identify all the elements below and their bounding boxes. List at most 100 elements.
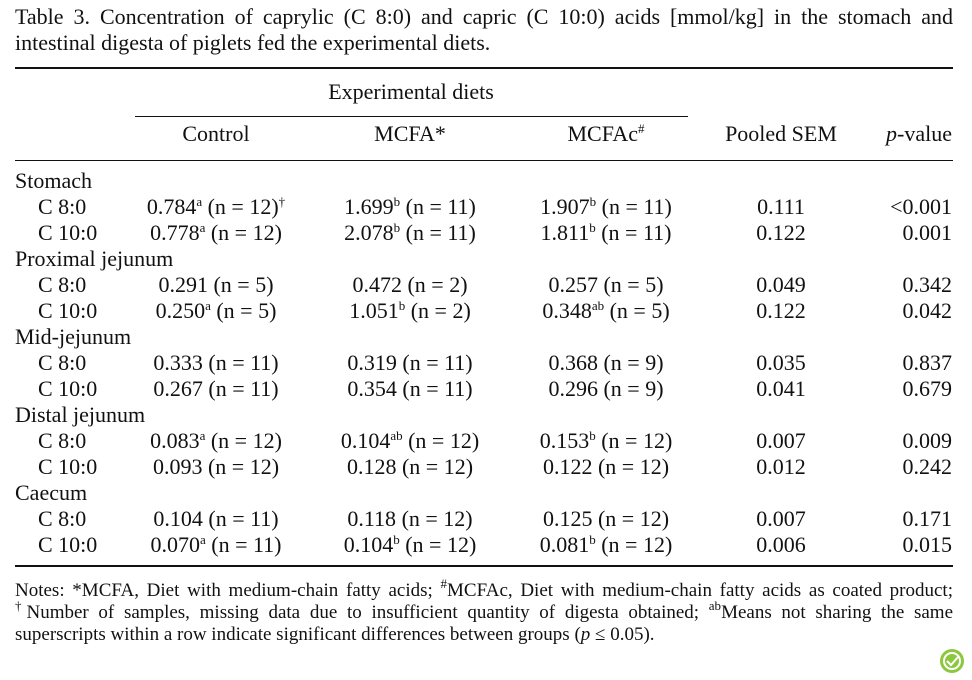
cell: 0.153b (n = 12) (540, 428, 673, 454)
p-value: 0.837 (902, 350, 953, 375)
note-text: Means not sharing the same superscripts … (15, 602, 954, 645)
cell-n: (n = 12) (408, 428, 480, 453)
column-header-text: MCFA* (374, 121, 446, 146)
cell-n: (n = 2) (410, 298, 471, 323)
p-value: 0.015 (902, 532, 953, 557)
cell: 0.093 (n = 12) (153, 454, 279, 480)
cell-n: (n = 12) (210, 220, 282, 245)
group-rule (135, 116, 688, 117)
cell-n: (n = 11) (405, 220, 476, 245)
cell: 1.811b (n = 11) (541, 220, 672, 246)
cell-mark: † (278, 194, 286, 209)
row-label: C 10:0 (38, 220, 98, 245)
cell-sup: b (589, 532, 596, 547)
cell-sup: b (393, 220, 401, 235)
cell: 0.118 (n = 12) (347, 506, 472, 532)
p-value: 0.042 (902, 298, 953, 323)
cell-sup: a (196, 194, 203, 209)
cell-n: (n = 12) (601, 428, 673, 453)
row-label: C 10:0 (38, 532, 98, 557)
sem: 0.006 (756, 532, 806, 557)
cell-value: 0.104 (340, 428, 391, 453)
cell-n: (n = 2) (407, 272, 468, 297)
cell: 0.319 (n = 11) (347, 350, 472, 376)
cell-value: 0.778 (150, 220, 200, 245)
column-header: Control (182, 121, 249, 147)
bottom-rule (15, 565, 953, 567)
column-header: MCFA* (374, 121, 446, 147)
note-sup: † (15, 598, 27, 613)
cell-n: (n = 12) (597, 454, 670, 479)
cell-n: (n = 12) (405, 532, 477, 557)
cell-value: 1.811 (540, 220, 590, 245)
cell: 0.104ab (n = 12) (341, 428, 479, 454)
cell: 0.070a (n = 11) (150, 532, 281, 558)
cell-n: (n = 11) (208, 350, 279, 375)
column-header: MCFAc# (568, 121, 645, 147)
p-value: 0.342 (902, 272, 953, 297)
cell: 0.257 (n = 5) (548, 272, 663, 298)
sem: 0.122 (756, 220, 806, 245)
sem: 0.111 (757, 194, 805, 219)
sem: 0.007 (756, 506, 806, 531)
cell-sup: a (199, 532, 206, 547)
cell-value: 1.699 (344, 194, 394, 219)
cell-sup: a (205, 298, 211, 313)
cell-n: (n = 11) (405, 194, 476, 219)
cell-value: 0.267 (153, 376, 203, 401)
p-value: 0.242 (902, 454, 953, 479)
cell-value: 0.081 (539, 532, 590, 557)
column-header-text: MCFAc (567, 121, 639, 146)
cell-value: 0.257 (548, 272, 598, 297)
caption: Table 3. Concentration of caprylic (C 8:… (15, 4, 953, 55)
cell-sup: b (589, 428, 596, 443)
cell-value: 0.122 (542, 454, 593, 479)
cell-value: 0.104 (343, 532, 394, 557)
cell-value: 0.333 (153, 350, 203, 375)
note-text: ≤ 0.05). (590, 624, 655, 645)
cell: 0.267 (n = 11) (153, 376, 278, 402)
cell: 0.778a (n = 12) (150, 220, 282, 246)
cell-value: 2.078 (344, 220, 394, 245)
cell-n: (n = 12) (401, 506, 473, 531)
cell: 0.104 (n = 11) (153, 506, 278, 532)
note-text: Number of samples, missing data due to i… (26, 602, 709, 623)
cell-n: (n = 12) (401, 454, 474, 479)
note-sup: # (440, 576, 448, 591)
cell-n: (n = 11) (402, 376, 473, 401)
note-italic: p (580, 624, 591, 645)
notes: Notes: *MCFA, Diet with medium-chain fat… (15, 577, 954, 646)
cell-n: (n = 11) (402, 350, 473, 375)
cell-n: (n = 5) (603, 272, 664, 297)
note-text: MCFAc, Diet with medium-chain fatty acid… (447, 580, 953, 601)
cell-sup: b (589, 220, 596, 235)
cell: 0.250a (n = 5) (156, 298, 277, 324)
cell-value: 0.104 (153, 506, 203, 531)
cell-n: (n = 5) (216, 298, 277, 323)
cell-value: 0.250 (155, 298, 206, 323)
cell-sup: a (199, 428, 206, 443)
sem: 0.041 (756, 376, 806, 401)
section-name: Stomach (15, 168, 92, 193)
cell: 0.296 (n = 9) (548, 376, 663, 402)
cell: 0.784a (n = 12)† (147, 194, 285, 220)
section-name: Proximal jejunum (15, 246, 174, 271)
cell-n: (n = 11) (601, 220, 672, 245)
p-value: 0.001 (902, 220, 953, 245)
note-text: Notes: *MCFA, Diet with medium-chain fat… (15, 580, 441, 601)
column-header: p-value (886, 121, 952, 147)
cell-value: 0.296 (548, 376, 598, 401)
column-header-italic: p (886, 121, 898, 146)
cell: 0.348ab (n = 5) (542, 298, 669, 324)
row-label: C 8:0 (38, 272, 87, 297)
cell-sup: b (398, 298, 406, 313)
header-rule (15, 160, 953, 161)
row-label: C 8:0 (38, 506, 87, 531)
row-label: C 10:0 (38, 376, 98, 401)
cell: 0.104b (n = 12) (344, 532, 477, 558)
cell: 0.083a (n = 12) (150, 428, 282, 454)
cell-value: 0.118 (347, 506, 397, 531)
cell: 1.051b (n = 2) (349, 298, 471, 324)
column-header-sup: # (638, 121, 645, 136)
